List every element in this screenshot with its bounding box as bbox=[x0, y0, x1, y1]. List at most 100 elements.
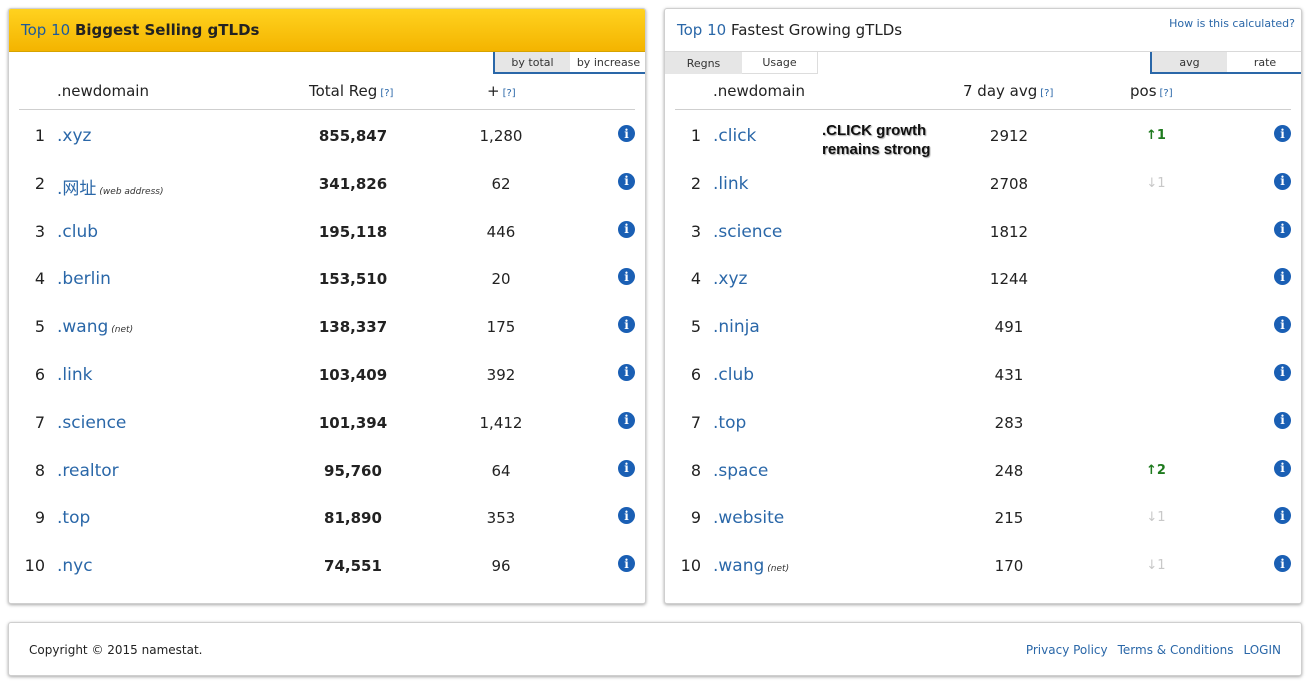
domain-link[interactable]: .link bbox=[57, 365, 92, 385]
help-link[interactable]: [?] bbox=[502, 88, 516, 99]
info-icon[interactable]: i bbox=[1274, 268, 1291, 286]
rank-number: 9 bbox=[690, 508, 701, 528]
by-total-button[interactable]: by total bbox=[495, 52, 571, 72]
info-icon[interactable]: i bbox=[1274, 125, 1291, 142]
rank-number: 10 bbox=[680, 556, 701, 576]
domain-name[interactable]: .click bbox=[713, 126, 757, 146]
domain-link[interactable]: .link bbox=[713, 174, 748, 194]
info-icon[interactable]: i bbox=[1274, 411, 1291, 429]
domain-link[interactable]: .science bbox=[713, 222, 782, 242]
domain-name[interactable]: .link bbox=[57, 364, 93, 385]
domain-name[interactable]: .club bbox=[713, 364, 755, 385]
info-icon[interactable]: i bbox=[618, 316, 635, 334]
info-icon[interactable]: i bbox=[1274, 363, 1291, 381]
domain-name[interactable]: .link bbox=[713, 173, 749, 194]
domain-link[interactable]: .club bbox=[713, 365, 754, 385]
login-link[interactable]: LOGIN bbox=[1243, 643, 1281, 657]
info-icon[interactable]: i bbox=[1274, 555, 1291, 573]
how-calculated-link[interactable]: How is this calculated? bbox=[1169, 17, 1295, 30]
info-icon[interactable]: i bbox=[1274, 507, 1291, 525]
domain-name[interactable]: .science bbox=[713, 221, 783, 242]
table-row: 9 .top 81,890 353 i bbox=[9, 493, 645, 541]
domain-link[interactable]: .science bbox=[57, 413, 126, 433]
table-row: 1 .click 2912 ↑1 i bbox=[665, 111, 1301, 159]
info-icon[interactable]: i bbox=[1274, 316, 1291, 334]
avg-button[interactable]: avg bbox=[1152, 52, 1227, 72]
terms-conditions-link[interactable]: Terms & Conditions bbox=[1117, 643, 1234, 657]
info-icon[interactable]: i bbox=[618, 507, 635, 525]
domain-name[interactable]: .science bbox=[57, 412, 127, 433]
header-total-label: Total Reg bbox=[309, 82, 378, 100]
metric-toggle: Regns Usage bbox=[665, 52, 818, 74]
regns-tab[interactable]: Regns bbox=[665, 52, 742, 74]
domain-name[interactable]: .club bbox=[57, 221, 99, 242]
domain-link[interactable]: .click bbox=[713, 126, 756, 146]
domain-name[interactable]: .berlin bbox=[57, 269, 111, 290]
info-icon[interactable]: i bbox=[618, 268, 635, 286]
info-icon[interactable]: i bbox=[618, 220, 635, 238]
domain-link[interactable]: .top bbox=[57, 508, 90, 528]
domain-name[interactable]: .website bbox=[713, 508, 785, 529]
domain-name[interactable]: .top bbox=[713, 412, 747, 433]
header-pos-label: pos bbox=[1130, 82, 1157, 100]
domain-name[interactable]: .realtor bbox=[57, 460, 119, 481]
help-link[interactable]: [?] bbox=[1040, 88, 1054, 99]
help-link[interactable]: [?] bbox=[380, 88, 394, 99]
domain-link[interactable]: .ninja bbox=[713, 317, 760, 337]
domain-link[interactable]: .berlin bbox=[57, 269, 111, 289]
panel-title: Biggest Selling gTLDs bbox=[74, 21, 260, 39]
domain-link[interactable]: .wang (net) bbox=[713, 556, 789, 576]
position-change-arrow-up-icon: ↑2 bbox=[1146, 462, 1166, 478]
info-icon[interactable]: i bbox=[618, 172, 635, 190]
rank-number: 7 bbox=[690, 412, 701, 432]
rank-number: 6 bbox=[34, 364, 45, 384]
info-icon[interactable]: i bbox=[618, 411, 635, 429]
table-row: 5 .ninja 491 i bbox=[665, 302, 1301, 350]
panel-title-prefix: Top 10 bbox=[677, 21, 727, 39]
domain-link[interactable]: .网址 (web address) bbox=[57, 174, 163, 199]
footer-links: Privacy Policy Terms & Conditions LOGIN bbox=[1026, 643, 1281, 657]
domain-link[interactable]: .xyz bbox=[713, 269, 747, 289]
domain-name[interactable]: .xyz bbox=[57, 126, 92, 146]
domain-name[interactable]: .nyc bbox=[57, 556, 93, 577]
total-reg-value: 103,409 bbox=[318, 365, 388, 384]
domain-link[interactable]: .nyc bbox=[57, 556, 93, 576]
rank-number: 8 bbox=[34, 460, 45, 480]
domain-name[interactable]: .ninja bbox=[713, 317, 760, 338]
info-icon[interactable]: i bbox=[1274, 459, 1291, 477]
info-icon[interactable]: i bbox=[618, 555, 635, 573]
domain-link[interactable]: .xyz bbox=[57, 126, 91, 146]
domain-name[interactable]: .网址 bbox=[57, 178, 97, 199]
header-total-reg: Total Reg [?] bbox=[309, 82, 393, 100]
domain-name[interactable]: .wang bbox=[57, 317, 109, 338]
domain-link[interactable]: .realtor bbox=[57, 461, 119, 481]
domain-link[interactable]: .wang (net) bbox=[57, 317, 133, 337]
increase-value: 1,412 bbox=[479, 413, 523, 432]
annotation-callout: .CLICK growth remains strong bbox=[822, 121, 930, 159]
domain-link[interactable]: .website bbox=[713, 508, 784, 528]
domain-link[interactable]: .club bbox=[57, 222, 98, 242]
domain-link[interactable]: .top bbox=[713, 413, 746, 433]
help-link[interactable]: [?] bbox=[1159, 88, 1173, 99]
domain-name[interactable]: .xyz bbox=[713, 269, 748, 290]
info-icon[interactable]: i bbox=[1274, 172, 1291, 190]
info-icon[interactable]: i bbox=[618, 125, 635, 142]
usage-tab[interactable]: Usage bbox=[742, 52, 818, 74]
domain-link[interactable]: .space bbox=[713, 461, 768, 481]
by-increase-button[interactable]: by increase bbox=[570, 52, 645, 72]
column-headers: .newdomain Total Reg [?] + [?] bbox=[19, 79, 635, 110]
info-icon[interactable]: i bbox=[618, 363, 635, 381]
privacy-policy-link[interactable]: Privacy Policy bbox=[1025, 643, 1108, 657]
rate-button[interactable]: rate bbox=[1227, 52, 1301, 72]
panel-title: Fastest Growing gTLDs bbox=[730, 21, 903, 39]
fastest-growing-list: 1 .click 2912 ↑1 i 2 .link 2708 ↓1 i 3 .science 1812… bbox=[665, 111, 1301, 589]
domain-name[interactable]: .top bbox=[57, 508, 91, 529]
domain-name[interactable]: .space bbox=[713, 460, 769, 481]
seven-day-avg-value: 431 bbox=[994, 365, 1024, 384]
table-row: 3 .science 1812 i bbox=[665, 207, 1301, 255]
info-icon[interactable]: i bbox=[1274, 220, 1291, 238]
rank-number: 5 bbox=[34, 317, 45, 337]
info-icon[interactable]: i bbox=[618, 459, 635, 477]
domain-name[interactable]: .wang bbox=[713, 556, 765, 577]
rank-number: 4 bbox=[34, 269, 45, 289]
